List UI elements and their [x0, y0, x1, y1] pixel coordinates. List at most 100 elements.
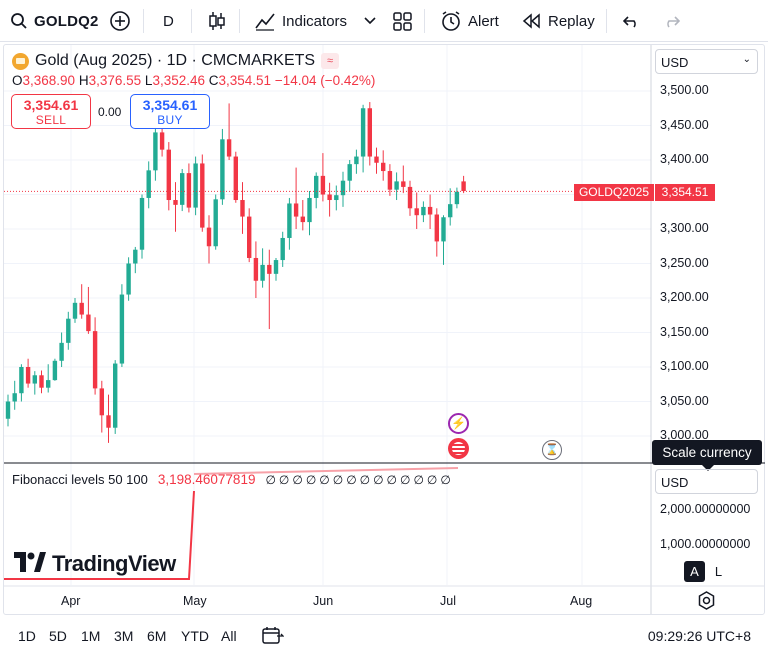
hourglass-icon[interactable]: ⌛: [542, 440, 562, 460]
candle-body: [441, 217, 446, 242]
replay-button[interactable]: Replay: [522, 0, 595, 42]
candle: [273, 257, 279, 281]
range-1m[interactable]: 1M: [81, 628, 101, 644]
redo-button[interactable]: [662, 0, 680, 42]
candle: [59, 332, 64, 367]
toolbar-divider: [191, 9, 192, 33]
buy-label: BUY: [157, 113, 183, 127]
open-label: O: [12, 73, 23, 88]
lightning-event-icon[interactable]: ⚡: [448, 413, 469, 434]
currency-label: USD: [661, 55, 689, 70]
change-value: −14.04 (−0.42%): [274, 73, 376, 88]
fib-legend-label[interactable]: Fibonacci levels 50 100: [12, 472, 148, 487]
layouts-button[interactable]: [393, 0, 412, 42]
candle: [287, 197, 292, 250]
chevron-down-icon: [364, 17, 376, 25]
time-axis-label: May: [183, 594, 207, 608]
us-flag-event-icon[interactable]: [448, 438, 469, 459]
calendar-icon[interactable]: [262, 626, 285, 647]
candle-body: [233, 156, 238, 201]
log-scale-button[interactable]: L: [714, 564, 723, 579]
range-6m[interactable]: 6M: [147, 628, 167, 644]
sell-price: 3,354.61: [23, 97, 79, 113]
top-toolbar: GOLDQ2 D Indicators Alert: [0, 0, 768, 42]
range-ytd[interactable]: YTD: [181, 628, 209, 644]
interval-button[interactable]: D: [163, 0, 174, 42]
candle-body: [427, 206, 433, 215]
candle: [253, 241, 259, 298]
compare-button[interactable]: [109, 0, 131, 42]
toolbar-divider: [143, 9, 144, 33]
candle: [401, 165, 406, 194]
sell-label: SELL: [35, 113, 67, 127]
range-1d[interactable]: 1D: [18, 628, 36, 644]
toolbar-divider: [606, 9, 607, 33]
candle-body: [193, 163, 198, 208]
candle: [314, 172, 319, 209]
price-axis-label: 3,000.00: [660, 428, 709, 442]
range-all[interactable]: All: [221, 628, 237, 644]
candle-body: [267, 264, 272, 274]
candle: [247, 208, 252, 263]
redo-icon: [662, 14, 680, 28]
auto-scale-button[interactable]: A: [684, 561, 705, 582]
candle: [381, 150, 386, 181]
candle: [32, 371, 37, 395]
symbol-description: Gold (Aug 2025) · 1D · CMCMARKETS: [35, 52, 316, 69]
candle: [421, 201, 426, 223]
undo-icon: [623, 14, 641, 28]
candle: [334, 185, 339, 211]
candle: [461, 175, 466, 194]
legend-title-row: Gold (Aug 2025) · 1D · CMCMARKETS ≈: [12, 50, 375, 72]
candle: [407, 180, 413, 216]
range-3m[interactable]: 3M: [114, 628, 134, 644]
candle-body: [220, 139, 225, 200]
candle-body: [226, 139, 232, 157]
bottom-toolbar: 1D 5D 1M 3M 6M YTD All 09:29:26 UTC+8: [0, 621, 768, 649]
candle-body: [180, 173, 185, 205]
candle: [46, 364, 51, 393]
time-axis-label: Apr: [61, 594, 81, 608]
wave-icon[interactable]: ≈: [321, 53, 340, 69]
plus-circle-icon: [109, 10, 131, 32]
tradingview-logo[interactable]: TradingView: [14, 551, 176, 577]
close-value: 3,354.51: [218, 73, 272, 88]
fib-empty-values: ∅∅∅∅∅∅∅∅∅∅∅∅∅∅: [265, 472, 454, 487]
candle-body: [113, 363, 118, 428]
candle: [360, 104, 366, 173]
undo-button[interactable]: [623, 0, 641, 42]
indicators-dropdown[interactable]: [364, 0, 376, 42]
fib-line-faint: [193, 467, 459, 475]
tv-logo-text: TradingView: [52, 551, 176, 576]
candle-body: [240, 200, 245, 217]
candle-body: [253, 257, 259, 281]
candle-body: [25, 367, 31, 384]
candle-body: [414, 208, 419, 216]
low-label: L: [144, 73, 153, 88]
price-axis-label: 3,050.00: [660, 394, 709, 408]
settings-gear-icon[interactable]: [697, 591, 716, 615]
candle-body: [287, 203, 292, 238]
candle-body: [139, 197, 145, 250]
symbol-search[interactable]: GOLDQ2: [10, 0, 99, 42]
chart-type-button[interactable]: [208, 0, 226, 42]
candle: [293, 167, 299, 229]
alert-button[interactable]: Alert: [440, 0, 499, 42]
candle-body: [19, 367, 24, 394]
candle-body: [448, 204, 453, 218]
fib-currency-label[interactable]: USD: [655, 469, 758, 494]
currency-select[interactable]: USD ⌄: [655, 49, 758, 74]
candle-body: [86, 314, 91, 332]
rewind-icon: [522, 13, 542, 29]
fib-axis-label: 1,000.00000000: [660, 537, 751, 551]
candle: [52, 358, 58, 381]
sell-button[interactable]: 3,354.61 SELL: [11, 94, 91, 129]
buy-button[interactable]: 3,354.61 BUY: [130, 94, 210, 129]
last-price-symbol-tag: GOLDQ2025: [574, 184, 654, 201]
indicators-button[interactable]: Indicators: [254, 0, 347, 42]
grid: [4, 45, 651, 585]
candle: [394, 172, 399, 201]
range-5d[interactable]: 5D: [49, 628, 67, 644]
scale-currency-tooltip: Scale currency: [652, 440, 762, 471]
